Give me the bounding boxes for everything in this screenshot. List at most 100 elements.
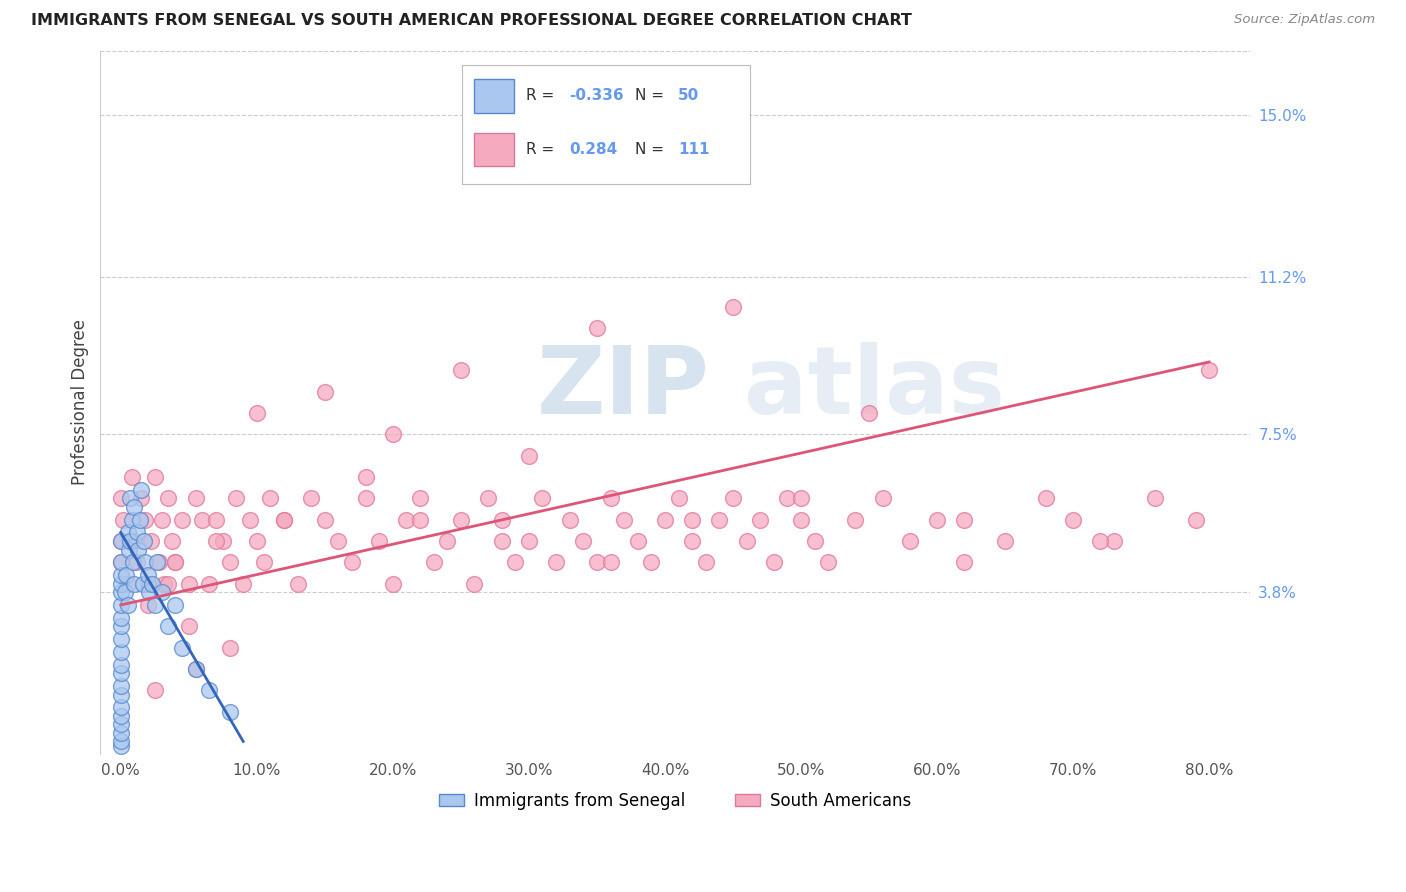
Point <box>148 555 170 569</box>
Point <box>124 576 146 591</box>
Point <box>162 534 184 549</box>
Point <box>491 534 513 549</box>
Point <box>762 555 785 569</box>
Point <box>586 321 609 335</box>
Point <box>599 555 621 569</box>
Point <box>125 525 148 540</box>
Point <box>110 585 132 599</box>
Point <box>110 632 132 646</box>
Point <box>184 662 207 676</box>
Point <box>110 568 132 582</box>
Point <box>246 534 269 549</box>
Point <box>110 555 132 569</box>
Point <box>1035 491 1057 506</box>
Point <box>131 576 153 591</box>
Point <box>381 576 404 591</box>
Point <box>211 534 233 549</box>
Point <box>127 542 149 557</box>
Point <box>150 513 173 527</box>
Point <box>328 534 350 549</box>
Point <box>115 568 138 582</box>
Point <box>654 513 676 527</box>
Point <box>120 491 142 506</box>
Point <box>354 470 377 484</box>
Point <box>141 576 163 591</box>
Point <box>721 300 744 314</box>
Point <box>299 491 322 506</box>
Point <box>381 427 404 442</box>
Point <box>198 683 221 698</box>
Point <box>613 513 636 527</box>
Point <box>120 534 142 549</box>
Point <box>790 513 813 527</box>
Point <box>136 568 159 582</box>
Point <box>110 576 132 591</box>
Point <box>749 513 772 527</box>
Point <box>503 555 526 569</box>
Point <box>218 705 240 719</box>
Point <box>790 491 813 506</box>
Point <box>157 491 180 506</box>
Point <box>898 534 921 549</box>
Point <box>1143 491 1166 506</box>
Point <box>110 534 132 549</box>
Point <box>517 534 540 549</box>
Point <box>110 679 132 693</box>
Point <box>121 513 143 527</box>
Point <box>668 491 690 506</box>
Point <box>422 555 444 569</box>
Point <box>252 555 274 569</box>
Point <box>170 513 193 527</box>
Point <box>558 513 581 527</box>
Point <box>735 534 758 549</box>
Point <box>409 513 432 527</box>
Point <box>110 717 132 731</box>
Point <box>858 406 880 420</box>
Point <box>125 555 148 569</box>
Point <box>110 534 132 549</box>
Point <box>354 491 377 506</box>
Point <box>436 534 458 549</box>
Point <box>1184 513 1206 527</box>
Point <box>110 739 132 753</box>
Point <box>450 363 472 377</box>
Point <box>314 513 336 527</box>
Point <box>150 585 173 599</box>
Point <box>191 513 214 527</box>
Point <box>110 491 132 506</box>
Point <box>110 734 132 748</box>
Text: Source: ZipAtlas.com: Source: ZipAtlas.com <box>1234 13 1375 27</box>
Point <box>246 406 269 420</box>
Point <box>287 576 309 591</box>
Point <box>817 555 839 569</box>
Point <box>395 513 418 527</box>
Point <box>184 491 207 506</box>
Point <box>146 555 169 569</box>
Point <box>124 534 146 549</box>
Point <box>165 555 187 569</box>
Point <box>124 500 146 514</box>
Point <box>110 709 132 723</box>
Point <box>129 483 152 497</box>
Point <box>239 513 262 527</box>
Point <box>872 491 894 506</box>
Text: IMMIGRANTS FROM SENEGAL VS SOUTH AMERICAN PROFESSIONAL DEGREE CORRELATION CHART: IMMIGRANTS FROM SENEGAL VS SOUTH AMERICA… <box>31 13 912 29</box>
Point <box>136 576 159 591</box>
Point <box>531 491 554 506</box>
Point <box>153 576 176 591</box>
Point <box>627 534 650 549</box>
Point <box>640 555 662 569</box>
Point <box>232 576 254 591</box>
Point <box>368 534 391 549</box>
Point <box>205 534 228 549</box>
Point <box>925 513 948 527</box>
Point <box>184 662 207 676</box>
Point <box>491 513 513 527</box>
Point <box>139 534 162 549</box>
Point <box>681 513 703 527</box>
Point <box>117 576 139 591</box>
Point <box>157 576 180 591</box>
Point <box>110 666 132 681</box>
Point <box>129 491 152 506</box>
Point <box>953 513 976 527</box>
